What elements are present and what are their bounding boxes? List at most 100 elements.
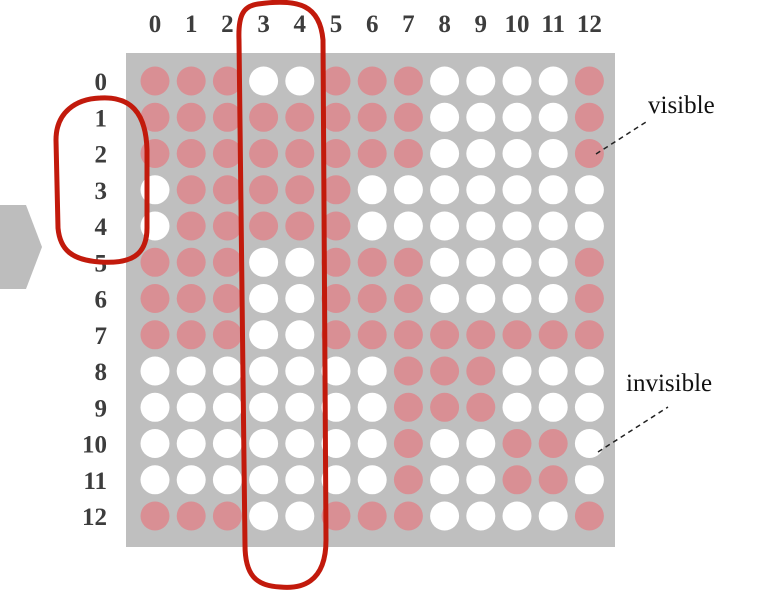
dot-r9-c2 <box>212 392 242 422</box>
column-label: 10 <box>505 11 530 38</box>
dot-r12-c1 <box>176 501 206 531</box>
dot-grid <box>140 66 604 531</box>
dot-r0-c0 <box>140 66 170 96</box>
dot-r10-c9 <box>466 429 496 458</box>
dot-r12-c0 <box>140 501 170 531</box>
dot-r0-c12 <box>574 66 604 96</box>
column-label: 8 <box>438 11 451 38</box>
dot-r1-c10 <box>502 102 532 132</box>
dot-r8-c3 <box>249 356 279 386</box>
dot-r8-c2 <box>212 356 242 386</box>
dot-r2-c5 <box>321 139 351 168</box>
dot-r12-c6 <box>357 501 387 531</box>
dot-r1-c4 <box>285 102 315 132</box>
dot-r8-c5 <box>321 356 351 386</box>
dot-r11-c5 <box>321 465 351 495</box>
dot-r8-c12 <box>574 356 604 386</box>
dot-r8-c1 <box>176 356 206 386</box>
column-label: 1 <box>185 11 198 38</box>
row-label: 6 <box>95 287 108 314</box>
dot-r8-c9 <box>466 356 496 386</box>
column-label: 4 <box>294 11 307 38</box>
dot-r0-c5 <box>321 66 351 96</box>
dot-r7-c11 <box>538 320 568 350</box>
dot-r0-c11 <box>538 66 568 96</box>
dot-r9-c4 <box>285 392 315 422</box>
dot-r3-c2 <box>212 175 242 205</box>
dot-r8-c11 <box>538 356 568 386</box>
column-labels: 0 1 2 3 4 5 6 7 8 9 10 11 12 <box>149 11 602 38</box>
dot-r5-c6 <box>357 247 387 277</box>
dot-r0-c10 <box>502 66 532 96</box>
row-label: 7 <box>95 323 108 350</box>
dot-r4-c2 <box>212 211 242 241</box>
dot-r3-c6 <box>357 175 387 205</box>
dot-r11-c10 <box>502 465 532 495</box>
dot-r4-c11 <box>538 211 568 241</box>
dot-r11-c4 <box>285 465 315 495</box>
dot-r12-c5 <box>321 501 351 531</box>
right-arrow-icon <box>0 205 42 289</box>
dot-r1-c9 <box>466 102 496 132</box>
dot-r7-c6 <box>357 320 387 350</box>
dot-r0-c4 <box>285 66 315 96</box>
dot-r10-c6 <box>357 429 387 458</box>
dot-r5-c2 <box>212 247 242 277</box>
dot-r2-c10 <box>502 139 532 168</box>
dot-r10-c8 <box>430 429 460 458</box>
dot-r8-c8 <box>430 356 460 386</box>
dot-r3-c1 <box>176 175 206 205</box>
dot-r3-c8 <box>430 175 460 205</box>
dot-r5-c8 <box>430 247 460 277</box>
dot-r7-c1 <box>176 320 206 350</box>
dot-r10-c11 <box>538 429 568 458</box>
column-label: 7 <box>402 11 415 38</box>
dot-r6-c0 <box>140 284 170 313</box>
dot-r5-c11 <box>538 247 568 277</box>
dot-r7-c9 <box>466 320 496 350</box>
dot-r9-c3 <box>249 392 279 422</box>
dot-r6-c9 <box>466 284 496 313</box>
dot-r11-c6 <box>357 465 387 495</box>
dot-r9-c0 <box>140 392 170 422</box>
dot-r2-c3 <box>249 139 279 168</box>
dot-r10-c1 <box>176 429 206 458</box>
dot-r8-c10 <box>502 356 532 386</box>
dot-r3-c9 <box>466 175 496 205</box>
dot-r9-c9 <box>466 392 496 422</box>
dot-r3-c3 <box>249 175 279 205</box>
dot-r10-c5 <box>321 429 351 458</box>
dot-r6-c3 <box>249 284 279 313</box>
dot-r1-c12 <box>574 102 604 132</box>
dot-r6-c12 <box>574 284 604 313</box>
dot-r4-c3 <box>249 211 279 241</box>
dot-r0-c6 <box>357 66 387 96</box>
dot-r7-c7 <box>393 320 423 350</box>
dot-r2-c12 <box>574 139 604 168</box>
dot-r8-c6 <box>357 356 387 386</box>
dot-r10-c2 <box>212 429 242 458</box>
dot-r7-c4 <box>285 320 315 350</box>
dot-r6-c4 <box>285 284 315 313</box>
row-label: 10 <box>82 432 107 459</box>
dot-r0-c1 <box>176 66 206 96</box>
dot-r4-c10 <box>502 211 532 241</box>
invisible-leader-line <box>597 406 669 453</box>
column-label: 3 <box>257 11 270 38</box>
dot-r11-c3 <box>249 465 279 495</box>
column-highlight-3-4 <box>236 0 329 590</box>
dot-r11-c1 <box>176 465 206 495</box>
dot-r11-c9 <box>466 465 496 495</box>
dot-r5-c7 <box>393 247 423 277</box>
dot-r9-c8 <box>430 392 460 422</box>
dot-r3-c12 <box>574 175 604 205</box>
dot-r3-c5 <box>321 175 351 205</box>
dot-r6-c1 <box>176 284 206 313</box>
dot-r1-c3 <box>249 102 279 132</box>
dot-r7-c2 <box>212 320 242 350</box>
dot-r2-c4 <box>285 139 315 168</box>
dot-r4-c5 <box>321 211 351 241</box>
dot-r4-c12 <box>574 211 604 241</box>
